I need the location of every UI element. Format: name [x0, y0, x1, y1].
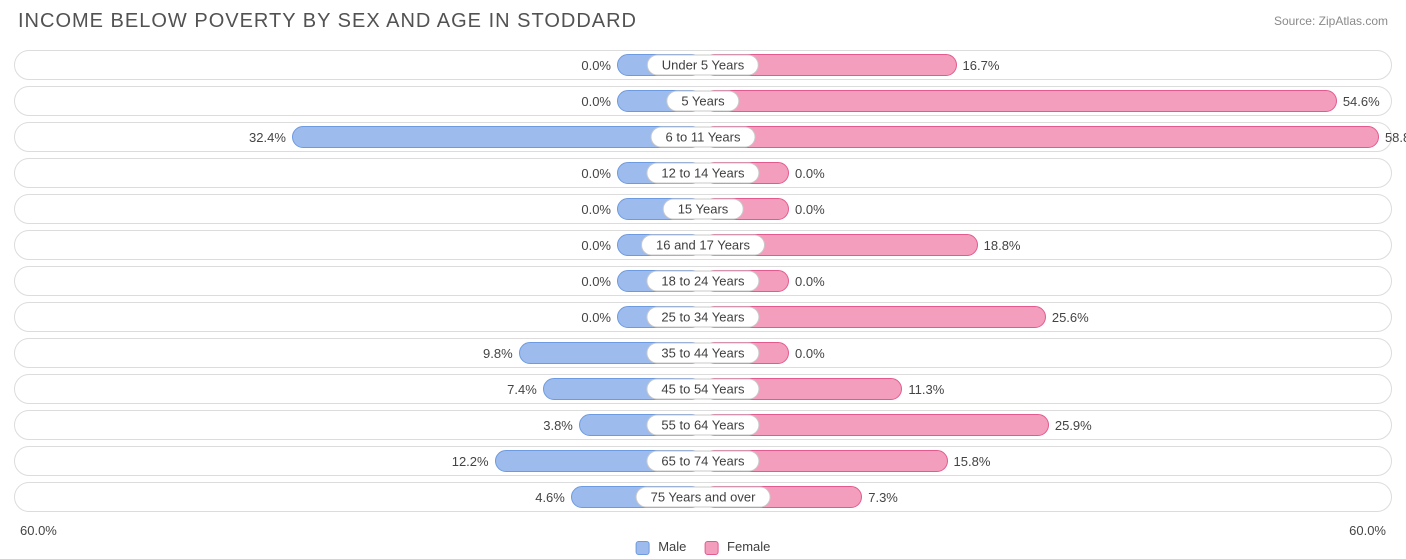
data-row: 32.4%58.8%6 to 11 Years — [14, 122, 1392, 152]
category-label: 15 Years — [663, 199, 744, 220]
chart-source: Source: ZipAtlas.com — [1274, 14, 1388, 28]
female-value-label: 0.0% — [795, 339, 825, 367]
male-value-label: 0.0% — [581, 159, 611, 187]
female-bar — [703, 90, 1337, 112]
legend-female: Female — [704, 539, 770, 555]
male-value-label: 0.0% — [581, 231, 611, 259]
female-value-label: 18.8% — [984, 231, 1021, 259]
data-row: 0.0% 16.7% Under 5 Years — [14, 50, 1392, 80]
legend-female-swatch — [704, 541, 718, 555]
male-value-label: 12.2% — [452, 447, 489, 475]
data-row: 3.8% 25.9% 55 to 64 Years — [14, 410, 1392, 440]
category-label: 45 to 54 Years — [646, 379, 759, 400]
female-value-label: 25.9% — [1055, 411, 1092, 439]
legend-female-label: Female — [727, 539, 770, 554]
category-label: 12 to 14 Years — [646, 163, 759, 184]
category-label: Under 5 Years — [647, 55, 759, 76]
category-label: 65 to 74 Years — [646, 451, 759, 472]
legend-male: Male — [636, 539, 687, 555]
female-value-label: 54.6% — [1343, 87, 1380, 115]
male-bar — [292, 126, 703, 148]
male-value-label: 32.4% — [249, 123, 286, 151]
data-row: 0.0% 25.6% 25 to 34 Years — [14, 302, 1392, 332]
legend-male-swatch — [636, 541, 650, 555]
female-value-label: 58.8% — [1385, 123, 1406, 151]
category-label: 55 to 64 Years — [646, 415, 759, 436]
x-axis-labels: 60.0% 60.0% — [14, 523, 1392, 539]
data-row: 4.6% 7.3% 75 Years and over — [14, 482, 1392, 512]
chart-title: INCOME BELOW POVERTY BY SEX AND AGE IN S… — [18, 10, 637, 33]
male-value-label: 3.8% — [543, 411, 573, 439]
female-value-label: 0.0% — [795, 195, 825, 223]
category-label: 18 to 24 Years — [646, 271, 759, 292]
data-row: 0.0% 18.8% 16 and 17 Years — [14, 230, 1392, 260]
data-row: 0.0% 0.0% 18 to 24 Years — [14, 266, 1392, 296]
category-label: 6 to 11 Years — [651, 127, 756, 148]
plot-area: 0.0% 16.7% Under 5 Years 0.0% 54.6% 5 Years 32… — [14, 50, 1392, 519]
female-value-label: 15.8% — [954, 447, 991, 475]
female-value-label: 0.0% — [795, 267, 825, 295]
category-label: 16 and 17 Years — [641, 235, 765, 256]
data-row: 0.0% 0.0% 12 to 14 Years — [14, 158, 1392, 188]
data-row: 0.0% 54.6% 5 Years — [14, 86, 1392, 116]
female-value-label: 25.6% — [1052, 303, 1089, 331]
data-row: 12.2% 15.8% 65 to 74 Years — [14, 446, 1392, 476]
data-row: 9.8% 0.0% 35 to 44 Years — [14, 338, 1392, 368]
female-value-label: 7.3% — [868, 483, 898, 511]
female-bar — [703, 126, 1379, 148]
male-value-label: 0.0% — [581, 87, 611, 115]
male-value-label: 0.0% — [581, 51, 611, 79]
legend: Male Female — [636, 539, 771, 555]
category-label: 75 Years and over — [636, 487, 771, 508]
x-axis-right-max: 60.0% — [1349, 523, 1386, 538]
male-value-label: 7.4% — [507, 375, 537, 403]
data-row: 7.4% 11.3% 45 to 54 Years — [14, 374, 1392, 404]
male-value-label: 0.0% — [581, 303, 611, 331]
female-value-label: 16.7% — [963, 51, 1000, 79]
poverty-by-sex-age-chart: INCOME BELOW POVERTY BY SEX AND AGE IN S… — [0, 0, 1406, 559]
male-value-label: 4.6% — [535, 483, 565, 511]
male-value-label: 9.8% — [483, 339, 513, 367]
category-label: 25 to 34 Years — [646, 307, 759, 328]
x-axis-left-max: 60.0% — [20, 523, 57, 538]
legend-male-label: Male — [658, 539, 686, 554]
data-row: 0.0% 0.0% 15 Years — [14, 194, 1392, 224]
male-value-label: 0.0% — [581, 267, 611, 295]
category-label: 5 Years — [666, 91, 739, 112]
category-label: 35 to 44 Years — [646, 343, 759, 364]
female-value-label: 11.3% — [908, 375, 944, 403]
male-value-label: 0.0% — [581, 195, 611, 223]
female-value-label: 0.0% — [795, 159, 825, 187]
